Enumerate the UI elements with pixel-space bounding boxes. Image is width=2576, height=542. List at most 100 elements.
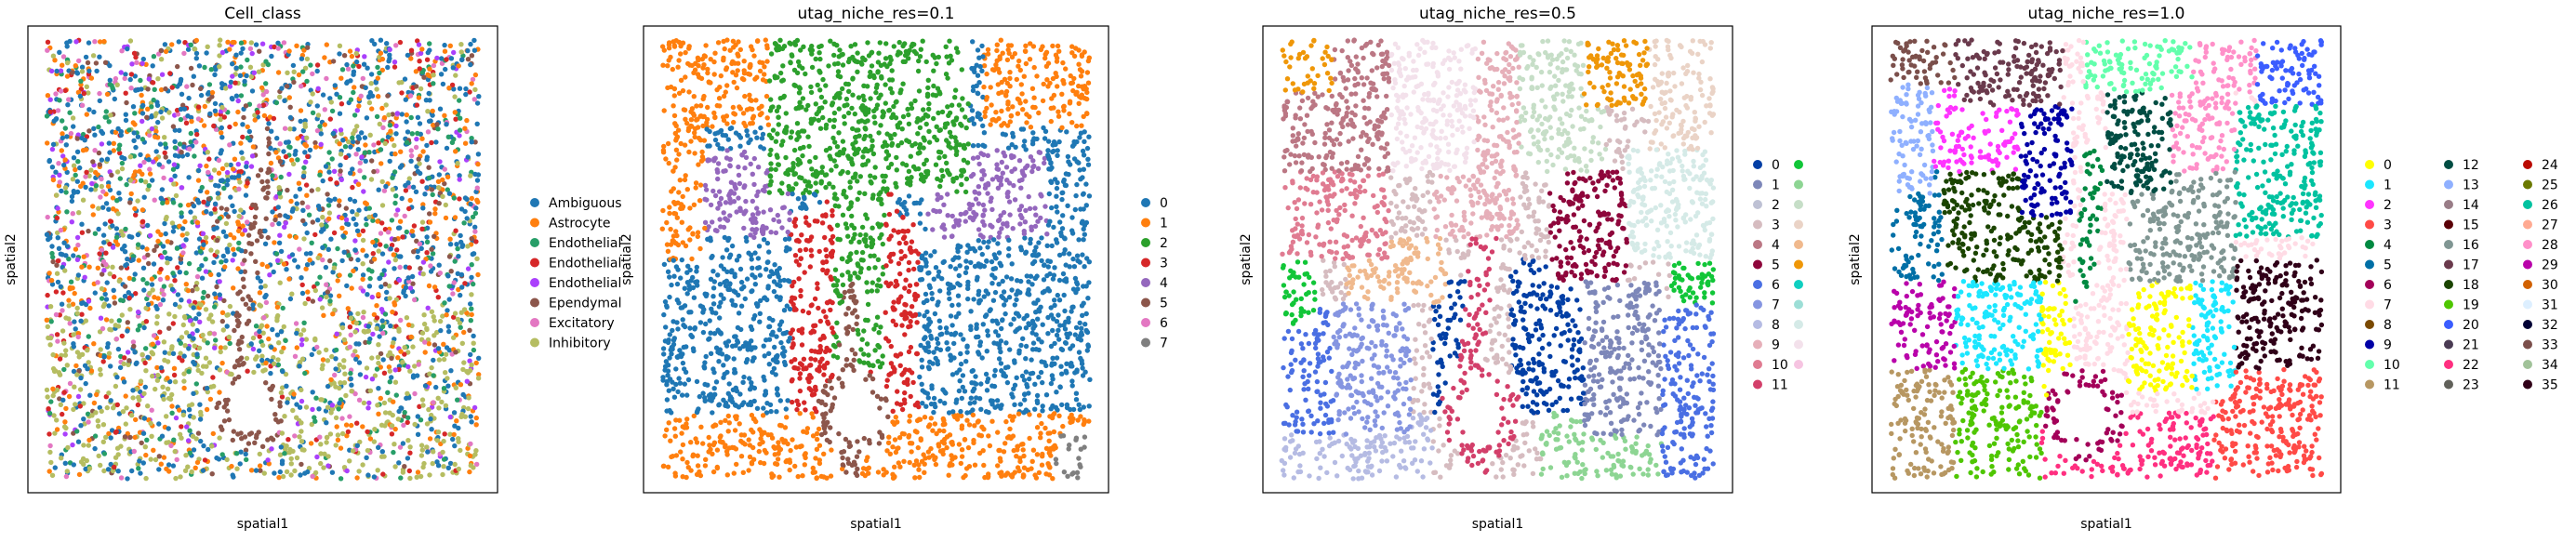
data-point (323, 164, 329, 169)
data-point (392, 151, 398, 157)
data-point (286, 450, 293, 456)
data-point (376, 444, 381, 450)
data-point (315, 187, 321, 192)
data-point (430, 251, 436, 257)
data-point (225, 39, 231, 45)
data-point (105, 341, 111, 347)
data-point (139, 137, 146, 142)
data-point (461, 360, 467, 365)
data-point (96, 205, 101, 211)
data-point (286, 95, 292, 100)
data-point (418, 50, 424, 56)
data-point (332, 196, 338, 202)
data-point (50, 141, 57, 147)
data-point (201, 337, 207, 343)
data-point (392, 266, 397, 271)
data-point (692, 151, 697, 156)
data-point (299, 420, 304, 426)
data-point (292, 152, 298, 157)
data-point (442, 166, 447, 172)
data-point (951, 224, 957, 230)
data-point (186, 403, 193, 409)
data-point (678, 51, 684, 57)
data-point (396, 277, 403, 283)
data-point (407, 444, 413, 450)
data-point (339, 75, 344, 81)
data-point (160, 297, 166, 303)
data-point (117, 364, 124, 371)
data-point (183, 270, 189, 276)
data-point (165, 260, 170, 266)
data-point (665, 464, 671, 469)
data-point (114, 198, 120, 204)
data-point (445, 134, 451, 139)
data-point (182, 343, 188, 349)
data-point (55, 279, 61, 285)
data-point (230, 61, 235, 67)
data-point (378, 231, 384, 236)
data-point (287, 104, 293, 111)
data-point (186, 298, 193, 304)
data-point (159, 187, 166, 192)
data-point (376, 140, 381, 146)
data-point (229, 463, 234, 469)
data-point (246, 232, 252, 238)
data-point (397, 218, 404, 224)
data-point (193, 50, 200, 57)
data-point (66, 256, 72, 262)
data-point (50, 254, 56, 260)
data-point (705, 104, 710, 111)
data-point (215, 218, 220, 224)
data-point (273, 416, 279, 422)
data-point (253, 42, 259, 47)
data-point (314, 454, 320, 460)
data-point (158, 47, 164, 54)
data-point (45, 214, 50, 220)
data-point (860, 154, 866, 160)
data-point (203, 257, 208, 262)
data-point (424, 185, 430, 191)
data-point (847, 185, 853, 191)
data-point (262, 228, 268, 234)
data-point (70, 211, 76, 217)
data-point (957, 378, 963, 384)
data-point (682, 142, 688, 148)
data-point (419, 226, 425, 231)
data-point (447, 460, 454, 467)
data-point (430, 460, 435, 467)
data-point (59, 118, 65, 124)
data-point (445, 324, 451, 329)
data-point (1035, 165, 1042, 171)
data-point (264, 126, 271, 132)
y-axis-label: spatial2 (4, 233, 19, 285)
data-point (54, 68, 60, 74)
data-point (234, 318, 241, 324)
data-point (430, 192, 435, 198)
data-point (101, 451, 108, 456)
data-point (337, 111, 343, 116)
data-point (470, 76, 476, 83)
data-point (151, 159, 156, 165)
data-point (118, 265, 124, 271)
data-point (408, 148, 414, 153)
data-point (294, 455, 300, 461)
data-point (275, 362, 282, 368)
data-point (91, 109, 97, 115)
data-point (972, 189, 977, 194)
data-point (442, 48, 448, 54)
data-point (186, 175, 192, 180)
data-point (151, 447, 156, 453)
data-point (953, 266, 959, 271)
data-point (310, 71, 315, 77)
data-point (351, 63, 356, 69)
data-point (386, 259, 392, 265)
data-point (364, 455, 369, 460)
data-point (935, 176, 940, 182)
data-point (92, 445, 98, 452)
data-point (211, 167, 218, 173)
data-point (223, 220, 230, 227)
data-point (213, 67, 219, 73)
data-point (956, 272, 963, 279)
data-point (410, 232, 416, 239)
data-point (366, 94, 372, 100)
